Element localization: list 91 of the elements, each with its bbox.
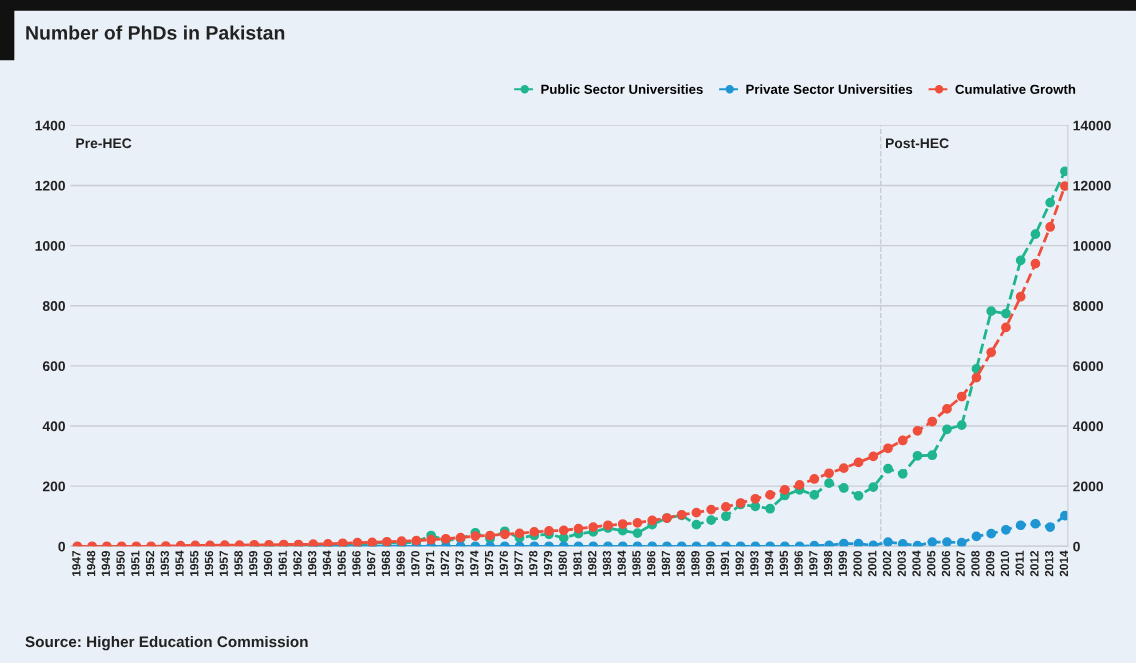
x-tick-label: 1964 [322,550,332,576]
x-tick-label: 2013 [1044,550,1054,577]
chart-title: Number of PhDs in Pakistan [26,25,285,40]
x-tick-label: 1971 [425,550,435,576]
y2-tick-label: 14000 [1073,120,1111,131]
x-tick-label: 1999 [838,550,847,576]
x-tick-label: 1986 [647,550,656,576]
x-tick-label: 2008 [971,550,980,577]
x-tick-label: 1958 [234,550,243,576]
x-tick-label: 2014 [1059,550,1069,577]
x-tick-label: 2006 [941,550,951,577]
x-tick-label: 1989 [691,550,700,576]
x-tick-label: 1985 [632,550,641,576]
x-tick-label: 2002 [882,550,892,577]
x-tick-label: 1953 [160,550,169,576]
x-tick-label: 1993 [750,550,759,576]
x-tick-label: 1947 [72,550,81,576]
x-tick-label: 1974 [470,550,479,576]
x-tick-label: 1996 [794,550,803,576]
x-tick-label: 1957 [219,550,228,576]
legend-label: Public Sector Universities [541,84,703,94]
x-tick-label: 1949 [101,550,111,576]
x-tick-label: 1960 [263,550,273,576]
x-tick-label: 1951 [131,550,140,576]
y-tick-label: 400 [42,421,65,432]
x-tick-label: 1997 [809,550,818,576]
y2-tick-label: 6000 [1073,361,1104,372]
x-tick-label: 1991 [720,550,730,576]
x-tick-label: 1988 [676,550,685,576]
x-tick-label: 1987 [661,550,671,576]
y2-tick-label: 0 [1073,541,1080,552]
x-tick-label: 1979 [543,550,553,576]
y2-tick-label: 4000 [1072,421,1104,432]
x-tick-label: 1972 [440,550,450,576]
y-tick-label: 1400 [35,120,65,131]
annotation: Pre-HEC [76,138,132,149]
y-tick-label: 600 [42,361,65,372]
x-tick-label: 1968 [381,550,391,576]
source-note: Source: Higher Education Commission [25,635,308,651]
x-tick-label: 2012 [1030,550,1039,577]
y-tick-label: 0 [58,541,65,552]
x-tick-label: 1970 [411,550,420,576]
x-tick-label: 1956 [204,550,214,576]
x-tick-label: 1955 [190,550,199,576]
x-tick-label: 2009 [986,550,995,577]
x-tick-label: 1998 [823,550,833,576]
x-tick-label: 1963 [308,550,317,576]
x-tick-label: 1948 [86,550,96,576]
x-tick-label: 1962 [293,550,302,576]
y2-tick-label: 12000 [1073,180,1111,191]
x-tick-label: 1995 [779,550,789,576]
x-tick-label: 2000 [853,550,862,577]
x-tick-label: 1976 [499,550,508,576]
x-tick-label: 1984 [617,550,626,576]
y-tick-label: 800 [42,301,65,311]
x-tick-label: 1990 [705,550,715,576]
x-tick-label: 1975 [484,550,494,576]
x-tick-label: 1977 [514,550,523,576]
x-tick-label: 1965 [337,550,346,576]
x-tick-label: 1981 [573,550,582,576]
x-tick-label: 2004 [912,550,921,577]
x-tick-label: 1952 [145,550,155,576]
x-tick-label: 1980 [558,550,567,576]
ref-line-label: Post-HEC [886,138,949,149]
x-tick-label: 1967 [366,550,376,576]
x-tick-label: 1982 [588,550,597,576]
legend-label: Cumulative Growth [955,84,1076,94]
x-tick-label: 1969 [396,550,405,576]
y2-tick-label: 2000 [1073,481,1104,492]
y2-tick-label: 8000 [1073,301,1104,311]
y2-tick-label: 10000 [1073,240,1111,251]
y-tick-label: 200 [42,481,65,492]
x-tick-label: 2007 [956,550,965,577]
x-tick-label: 1992 [735,550,744,576]
x-tick-label: 1994 [764,550,774,576]
x-tick-label: 2003 [897,550,906,577]
x-tick-label: 1973 [455,550,464,576]
x-tick-label: 1983 [602,550,612,576]
x-tick-label: 2005 [927,550,936,577]
x-tick-label: 1954 [175,550,184,576]
x-tick-label: 1961 [278,550,287,576]
x-tick-label: 1950 [116,550,125,576]
legend-label: Private Sector Universities [746,84,913,94]
x-tick-label: 2011 [1015,550,1024,576]
y-tick-label: 1200 [35,180,65,191]
x-tick-label: 1959 [249,550,258,576]
x-tick-label: 2001 [868,550,877,577]
y-tick-label: 1000 [35,240,65,251]
x-tick-label: 2010 [1000,550,1010,577]
x-tick-label: 1966 [352,550,361,576]
x-tick-label: 1978 [529,550,538,576]
